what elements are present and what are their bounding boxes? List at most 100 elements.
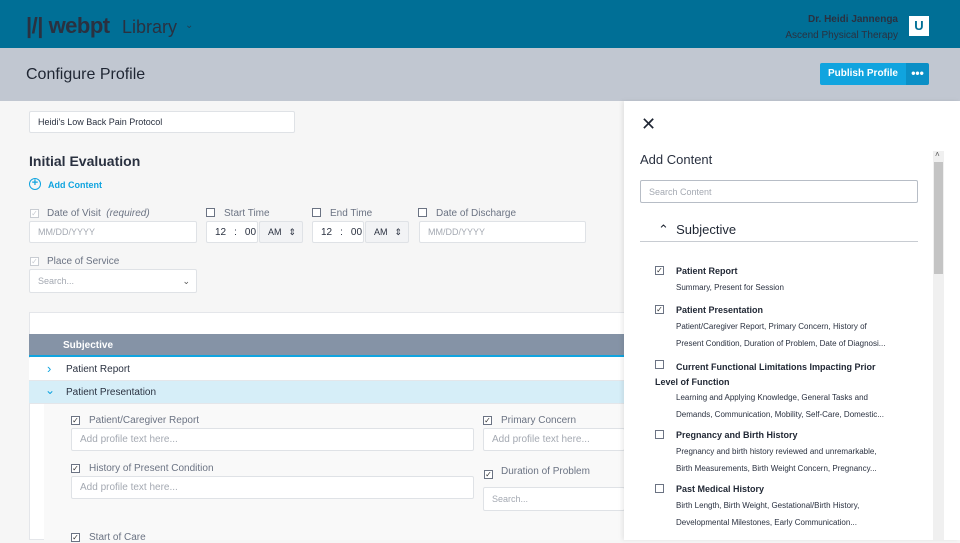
place-of-service-checkbox: ✓ bbox=[30, 257, 39, 266]
chevron-right-icon[interactable]: › bbox=[47, 361, 52, 376]
divider bbox=[640, 241, 918, 242]
pcr-input[interactable]: Add profile text here... bbox=[71, 428, 474, 451]
minute: 00 bbox=[350, 226, 363, 238]
hour: 12 bbox=[321, 226, 333, 238]
row-patient-report[interactable]: Patient Report bbox=[29, 358, 625, 381]
start-time-checkbox[interactable] bbox=[206, 208, 215, 217]
chevron-down-icon[interactable]: ⌄ bbox=[185, 20, 194, 31]
place-of-service-label: Place of Service bbox=[47, 256, 120, 267]
duration-label: Duration of Problem bbox=[501, 466, 590, 477]
item-desc: Birth Length, Birth Weight, Gestational/… bbox=[676, 501, 860, 510]
scrollbar-thumb[interactable] bbox=[934, 162, 943, 274]
subjective-section-toggle[interactable]: ⌃ Subjective bbox=[658, 222, 736, 238]
close-icon[interactable]: ✕ bbox=[641, 114, 657, 134]
primary-concern-label: Primary Concern bbox=[501, 415, 577, 426]
subjective-header: Subjective bbox=[29, 334, 625, 357]
item-desc: Pregnancy and birth history reviewed and… bbox=[676, 447, 877, 456]
list-item[interactable]: Pregnancy and Birth History Pregnancy and… bbox=[655, 429, 925, 483]
item-desc: Birth Measurements, Birth Weight Concern… bbox=[676, 464, 877, 473]
soc-checkbox[interactable]: ✓ bbox=[71, 533, 80, 542]
checkbox[interactable] bbox=[655, 360, 664, 369]
date-of-visit-checkbox: ✓ bbox=[30, 209, 39, 218]
user-name: Dr. Heidi Jannenga bbox=[807, 14, 898, 25]
row-label: Patient Presentation bbox=[66, 387, 157, 398]
app-switcher[interactable]: Library bbox=[122, 17, 178, 37]
item-desc: Demands, Communication, Mobility, Self-C… bbox=[676, 410, 884, 419]
start-time-label: Start Time bbox=[224, 208, 270, 219]
stepper-icon: ⇕ bbox=[394, 226, 402, 237]
item-desc: Present Condition, Duration of Problem, … bbox=[676, 339, 886, 348]
row-patient-presentation[interactable]: Patient Presentation bbox=[29, 381, 625, 404]
scrollbar[interactable] bbox=[933, 151, 944, 540]
checkbox[interactable] bbox=[655, 484, 664, 493]
pcr-checkbox[interactable]: ✓ bbox=[71, 416, 80, 425]
plus-circle-icon[interactable]: + bbox=[29, 178, 41, 190]
separator: : bbox=[234, 226, 237, 238]
item-title: Patient Presentation bbox=[676, 305, 764, 315]
scroll-up-icon[interactable]: ˄ bbox=[935, 150, 940, 159]
date-of-discharge-checkbox[interactable] bbox=[418, 208, 427, 217]
add-content-link[interactable]: Add Content bbox=[48, 180, 102, 190]
section-label: Subjective bbox=[676, 222, 737, 237]
checkbox[interactable]: ✓ bbox=[655, 266, 664, 275]
pcr-label: Patient/Caregiver Report bbox=[89, 415, 200, 426]
start-ampm-select[interactable]: AM ⇕ bbox=[259, 221, 303, 243]
avatar[interactable]: U bbox=[909, 16, 929, 36]
more-options-button[interactable]: ••• bbox=[906, 63, 929, 85]
checkbox[interactable]: ✓ bbox=[655, 305, 664, 314]
soc-label: Start of Care bbox=[89, 532, 146, 543]
profile-name-input[interactable]: Heidi's Low Back Pain Protocol bbox=[29, 111, 295, 133]
list-item[interactable]: ✓ Patient Report Summary, Present for Sess… bbox=[655, 265, 925, 304]
primary-concern-input[interactable]: Add profile text here... bbox=[483, 428, 625, 451]
date-of-visit-input[interactable]: MM/DD/YYYY bbox=[29, 221, 197, 243]
page-header bbox=[0, 48, 960, 101]
duration-checkbox[interactable]: ✓ bbox=[484, 470, 493, 479]
list-item[interactable]: ✓ Patient Presentation Patient/Caregiver R… bbox=[655, 304, 925, 359]
chevron-down-icon[interactable]: ⌄ bbox=[45, 383, 56, 397]
end-time-checkbox[interactable] bbox=[312, 208, 321, 217]
place-of-service-select[interactable]: Search... ⌄ bbox=[29, 269, 197, 293]
hpc-input[interactable]: Add profile text here... bbox=[71, 476, 474, 499]
placeholder: Search... bbox=[38, 276, 75, 286]
end-time-input[interactable]: 12:00 bbox=[312, 221, 364, 243]
item-desc: Summary, Present for Session bbox=[676, 283, 784, 292]
end-ampm-select[interactable]: AM ⇕ bbox=[365, 221, 409, 243]
item-title: Patient Report bbox=[676, 266, 738, 276]
date-of-discharge-label: Date of Discharge bbox=[436, 208, 517, 219]
item-desc: Developmental Milestones, Early Communic… bbox=[676, 518, 857, 527]
hpc-checkbox[interactable]: ✓ bbox=[71, 464, 80, 473]
item-title: Past Medical History bbox=[676, 484, 765, 494]
chevron-up-icon: ⌃ bbox=[658, 222, 669, 237]
item-title: Current Functional Limitations Impacting… bbox=[655, 362, 876, 387]
checkbox[interactable] bbox=[655, 430, 664, 439]
top-bar bbox=[0, 0, 960, 48]
separator: : bbox=[340, 226, 343, 238]
search-content-input[interactable]: Search Content bbox=[640, 180, 918, 203]
row-label: Patient Report bbox=[66, 364, 130, 375]
primary-concern-checkbox[interactable]: ✓ bbox=[483, 416, 492, 425]
publish-profile-button[interactable]: Publish Profile bbox=[820, 63, 906, 85]
date-of-discharge-input[interactable]: MM/DD/YYYY bbox=[419, 221, 586, 243]
duration-select[interactable]: Search... bbox=[483, 487, 625, 511]
drawer-title: Add Content bbox=[640, 152, 713, 167]
label-text: Date of Visit bbox=[47, 208, 101, 219]
hour: 12 bbox=[215, 226, 227, 238]
start-time-input[interactable]: 12:00 bbox=[206, 221, 258, 243]
required-note: (required) bbox=[106, 208, 150, 219]
content-list: ✓ Patient Report Summary, Present for Sess… bbox=[655, 265, 925, 537]
page-title: Configure Profile bbox=[26, 66, 146, 83]
item-title: Pregnancy and Birth History bbox=[676, 430, 798, 440]
hpc-label: History of Present Condition bbox=[89, 463, 214, 474]
stepper-icon: ⇕ bbox=[288, 226, 296, 237]
ampm-value: AM bbox=[268, 227, 282, 237]
list-item[interactable]: Current Functional Limitations Impacting… bbox=[655, 359, 925, 429]
minute: 00 bbox=[244, 226, 257, 238]
chevron-down-icon: ⌄ bbox=[182, 275, 190, 286]
webpt-logo[interactable]: |/| webpt bbox=[26, 13, 110, 39]
date-of-visit-label: Date of Visit (required) bbox=[47, 208, 150, 219]
logo-mark: |/| bbox=[26, 13, 43, 38]
item-desc: Patient/Caregiver Report, Primary Concer… bbox=[676, 322, 867, 331]
brand-text: webpt bbox=[48, 13, 111, 38]
patient-presentation-fields bbox=[44, 404, 625, 540]
list-item[interactable]: Past Medical History Birth Length, Birth … bbox=[655, 483, 925, 537]
